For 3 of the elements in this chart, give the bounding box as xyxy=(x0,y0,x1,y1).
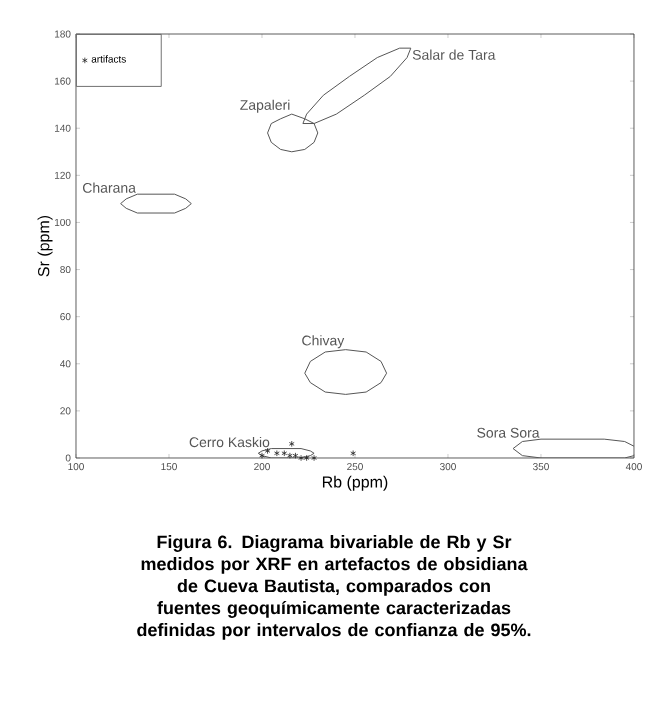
x-axis-title: Rb (ppm) xyxy=(322,475,388,491)
text: Figura 6. Diagrama bivariable de Rb y Sr medidos por XRF en artefactos de obsidiana de Cueva Bautista, comparados con fuentes geoquímicamente caracterizadas definidas por intervalos de confianza de 95%. xyxy=(137,535,531,640)
y-axis-title: Sr (ppm) xyxy=(37,215,53,277)
